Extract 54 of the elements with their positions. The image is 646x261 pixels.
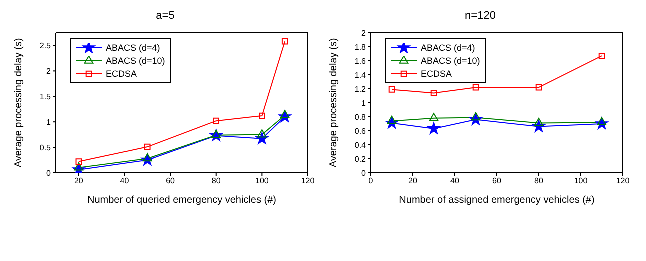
point — [213, 118, 220, 124]
x-tick-label: 100 — [574, 176, 588, 186]
y-tick-label: 1.4 — [354, 70, 367, 80]
x-tick-label: 80 — [534, 176, 544, 186]
point — [472, 84, 480, 91]
y-tick-label: 2 — [46, 67, 52, 76]
x-tick-label: 60 — [492, 176, 502, 186]
y-tick-label: 2 — [362, 28, 367, 38]
x-tick-label: 20 — [74, 176, 84, 186]
y-tick-label: 0 — [362, 168, 367, 178]
y-tick-label: 1.2 — [354, 84, 367, 94]
x-axis-title: Number of assigned emergency vehicles (#) — [399, 195, 595, 206]
legend-label: ABACS (d=4) — [106, 42, 160, 52]
y-tick-label: 1.6 — [354, 56, 367, 66]
legend-label: ABACS (d=10) — [421, 56, 480, 66]
x-tick-label: 40 — [450, 176, 460, 186]
legend-label: ABACS (d=4) — [421, 42, 476, 52]
point — [536, 84, 542, 91]
legend-label: ECDSA — [106, 68, 138, 78]
legend-label: ECDSA — [421, 68, 452, 78]
y-tick-label: 0.8 — [354, 112, 367, 122]
y-tick-label: 1.5 — [40, 92, 52, 102]
x-tick-label: 120 — [616, 176, 630, 186]
chart-title: a=5 — [155, 9, 176, 24]
y-tick-label: 1 — [362, 98, 367, 108]
y-tick-label: 0 — [46, 168, 52, 178]
x-tick-label: 60 — [166, 176, 176, 186]
y-axis-title: Average processing delay (s) — [328, 38, 340, 168]
point — [144, 144, 151, 150]
chart-title: n=120 — [464, 9, 497, 24]
point — [429, 113, 439, 122]
y-tick-label: 1 — [46, 118, 52, 127]
y-tick-label: 0.5 — [40, 143, 52, 152]
point — [282, 38, 288, 45]
point — [388, 86, 396, 93]
x-tick-label: 0 — [368, 176, 374, 186]
y-tick-label: 2.5 — [40, 42, 52, 51]
legend-label: ABACS (d=10) — [106, 56, 166, 66]
y-tick-label: 1.8 — [354, 42, 367, 52]
x-tick-label: 100 — [256, 176, 270, 186]
x-tick-label: 80 — [212, 176, 222, 186]
y-axis-title: Average processing delay (s) — [14, 38, 25, 168]
point — [428, 122, 440, 134]
x-tick-label: 120 — [301, 176, 316, 186]
y-tick-label: 0.4 — [354, 140, 367, 150]
y-tick-label: 0.6 — [354, 126, 367, 136]
x-axis-title: Number of queried emergency vehicles (#) — [88, 195, 276, 206]
point — [259, 112, 266, 120]
point — [598, 52, 606, 60]
x-tick-label: 20 — [408, 176, 418, 186]
point — [76, 158, 82, 165]
x-tick-label: 40 — [120, 176, 130, 186]
point — [430, 90, 438, 96]
y-tick-label: 0.2 — [354, 154, 367, 164]
